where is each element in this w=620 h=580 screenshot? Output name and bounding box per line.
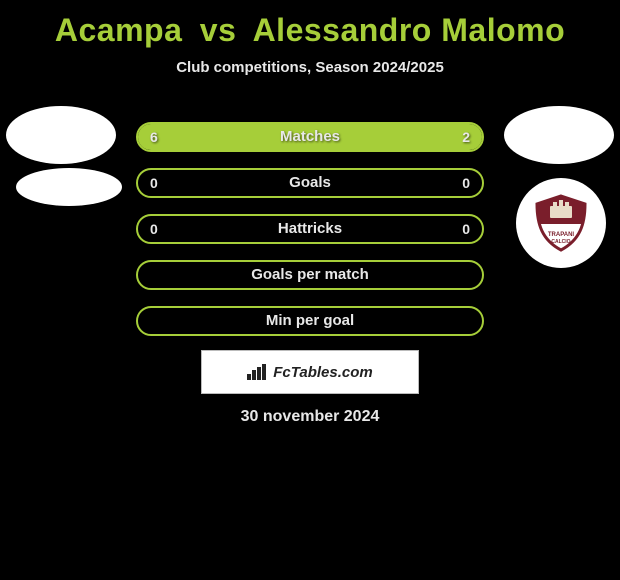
stat-label: Min per goal <box>138 308 482 334</box>
footer-brand-box: FcTables.com <box>201 350 419 394</box>
stat-right-value: 0 <box>462 170 470 196</box>
bar-chart-icon <box>247 364 269 380</box>
stat-row: Min per goal <box>136 306 484 336</box>
stat-left-value: 6 <box>150 124 158 150</box>
stats-table: Matches62Goals00Hattricks00Goals per mat… <box>136 122 484 352</box>
stat-left-value: 0 <box>150 216 158 242</box>
club-badge-icon: TRAPANI CALCIO <box>530 192 592 254</box>
right-player-avatar-top <box>504 106 614 164</box>
title-right-player: Alessandro Malomo <box>253 12 566 48</box>
left-player-avatar-bottom <box>16 168 122 206</box>
stat-row: Hattricks0 0 <box>136 214 484 244</box>
stat-right-value: 0 <box>462 216 470 242</box>
title-left-player: Acampa <box>55 12 183 48</box>
svg-text:TRAPANI: TRAPANI <box>548 232 575 238</box>
stat-label: Matches <box>138 124 482 150</box>
stat-row: Goals0 0 <box>136 168 484 198</box>
date-label: 30 november 2024 <box>0 408 620 426</box>
stat-row: Matches6 2 <box>136 122 484 152</box>
stat-label: Hattricks <box>138 216 482 242</box>
page-title: Acampa vs Alessandro Malomo <box>0 0 620 49</box>
stat-label: Goals per match <box>138 262 482 288</box>
right-player-club-badge: TRAPANI CALCIO <box>516 178 606 268</box>
left-player-avatar-top <box>6 106 116 164</box>
stat-left-value: 0 <box>150 170 158 196</box>
footer-brand-text: FcTables.com <box>273 364 372 381</box>
subtitle: Club competitions, Season 2024/2025 <box>0 59 620 76</box>
stat-right-value: 2 <box>462 124 470 150</box>
stat-label: Goals <box>138 170 482 196</box>
title-vs: vs <box>200 12 237 48</box>
stat-row: Goals per match <box>136 260 484 290</box>
svg-text:CALCIO: CALCIO <box>551 239 570 245</box>
